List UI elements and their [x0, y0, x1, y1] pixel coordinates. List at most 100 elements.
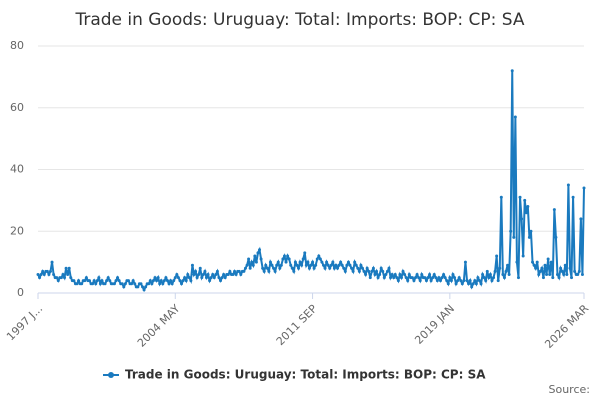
point	[184, 279, 188, 283]
point	[350, 266, 354, 270]
point	[98, 282, 102, 286]
point	[404, 276, 408, 280]
point	[72, 279, 76, 283]
point	[36, 272, 40, 276]
point	[245, 263, 249, 267]
point	[378, 272, 382, 276]
point	[432, 272, 436, 276]
point	[537, 272, 541, 276]
point	[150, 282, 154, 286]
point	[136, 285, 140, 289]
point	[131, 279, 135, 283]
point	[488, 272, 492, 276]
point	[423, 276, 427, 280]
point	[139, 282, 143, 286]
point	[120, 282, 124, 286]
point	[526, 205, 530, 209]
point	[259, 257, 263, 261]
point	[186, 272, 190, 276]
point	[446, 282, 450, 286]
point	[429, 279, 433, 283]
point	[95, 279, 99, 283]
point	[453, 276, 457, 280]
point	[329, 263, 333, 267]
point	[437, 276, 441, 280]
line	[37, 70, 585, 293]
point	[192, 272, 196, 276]
point	[337, 263, 341, 267]
point	[147, 282, 151, 286]
point	[467, 282, 471, 286]
point	[239, 272, 243, 276]
point	[289, 263, 293, 267]
point	[243, 266, 247, 270]
point	[482, 276, 486, 280]
point	[375, 269, 379, 273]
point	[527, 235, 531, 239]
point	[534, 266, 538, 270]
point	[77, 279, 81, 283]
point	[273, 269, 277, 273]
point	[356, 266, 360, 270]
point	[50, 260, 54, 264]
point	[551, 276, 555, 280]
point	[181, 279, 185, 283]
point	[180, 282, 184, 286]
point	[370, 269, 374, 273]
point	[518, 195, 522, 199]
point	[323, 266, 327, 270]
point	[251, 263, 255, 267]
x-tick-label: 2004 MAY	[135, 302, 183, 350]
point	[434, 276, 438, 280]
point	[557, 276, 561, 280]
point	[148, 279, 152, 283]
point	[521, 254, 525, 258]
point	[108, 279, 112, 283]
point	[69, 276, 73, 280]
legend-text: Trade in Goods: Uruguay: Total: Imports:…	[125, 368, 486, 382]
point	[48, 269, 52, 273]
point	[555, 272, 559, 276]
point	[223, 276, 227, 280]
point	[91, 282, 95, 286]
point	[396, 279, 400, 283]
point	[262, 269, 266, 273]
point	[582, 186, 586, 190]
point	[290, 266, 294, 270]
point	[492, 276, 496, 280]
point	[471, 282, 475, 286]
point	[412, 279, 416, 283]
point	[474, 282, 478, 286]
point	[570, 276, 574, 280]
point	[573, 269, 577, 273]
point	[116, 276, 120, 280]
point	[448, 276, 452, 280]
x-tick-label: 1997 J...	[4, 302, 45, 343]
point	[385, 269, 389, 273]
point	[443, 276, 447, 280]
point	[403, 272, 407, 276]
point	[554, 235, 558, 239]
point	[328, 266, 332, 270]
point	[414, 276, 418, 280]
point	[387, 266, 391, 270]
point	[501, 272, 505, 276]
point	[307, 266, 311, 270]
point	[211, 272, 215, 276]
point	[371, 266, 375, 270]
point	[376, 276, 380, 280]
point	[295, 263, 299, 267]
point	[242, 269, 246, 273]
point	[410, 276, 414, 280]
point	[272, 266, 276, 270]
point	[253, 254, 257, 258]
point	[367, 269, 371, 273]
point	[435, 279, 439, 283]
point	[342, 266, 346, 270]
point	[373, 272, 377, 276]
point	[406, 279, 410, 283]
point	[481, 272, 485, 276]
point	[275, 263, 279, 267]
point	[130, 282, 134, 286]
point	[220, 276, 224, 280]
